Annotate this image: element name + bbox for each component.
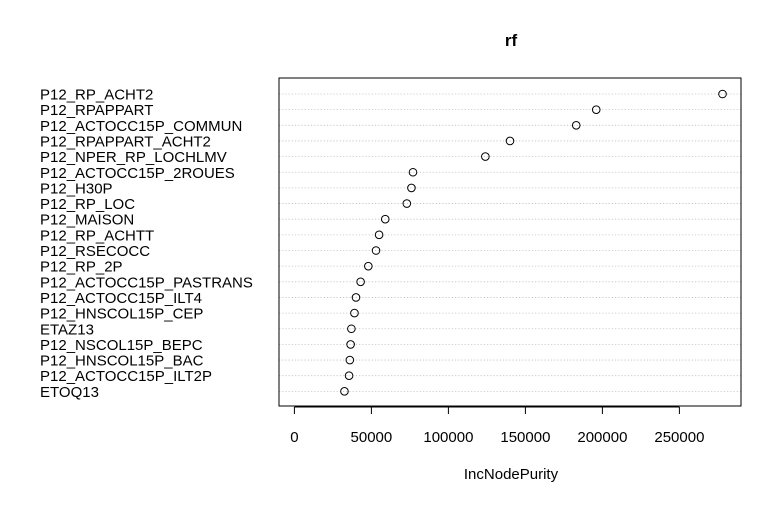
y-tick-label: P12_ACTOCC15P_PASTRANS <box>40 274 253 291</box>
data-point <box>340 387 349 396</box>
y-axis-labels: P12_RP_ACHT2P12_RPAPPARTP12_ACTOCC15P_CO… <box>40 87 253 401</box>
y-tick-label: P12_RP_LOC <box>40 196 135 213</box>
data-point <box>346 340 355 349</box>
data-point <box>505 136 515 146</box>
gridlines <box>279 93 741 392</box>
data-point <box>380 214 390 224</box>
data-point <box>347 324 356 334</box>
data-point <box>350 308 359 318</box>
y-tick-label: P12_NSCOL15P_BEPC <box>40 337 203 354</box>
y-tick-label: ETOQ13 <box>40 384 99 401</box>
data-point <box>374 230 384 240</box>
x-tick-label: 150000 <box>500 429 550 446</box>
x-axis-label: IncNodePurity <box>464 466 559 483</box>
data-point <box>407 183 416 193</box>
y-tick-label: P12_HNSCOL15P_CEP <box>40 306 203 323</box>
data-point <box>718 89 727 99</box>
x-tick-label: 250000 <box>654 429 704 446</box>
data-point <box>344 371 354 381</box>
y-tick-label: P12_RP_ACHTT <box>40 227 154 244</box>
data-point <box>364 261 373 271</box>
data-point <box>351 293 361 302</box>
data-point <box>591 105 601 114</box>
y-tick-label: P12_NPER_RP_LOCHLMV <box>40 149 227 166</box>
chart-title: rf <box>505 31 518 50</box>
x-tick-label: 100000 <box>423 429 473 446</box>
y-tick-label: P12_ACTOCC15P_ILT4 <box>40 290 202 307</box>
y-tick-label: P12_MAISON <box>40 212 134 229</box>
y-tick-label: P12_RP_ACHT2 <box>40 87 153 104</box>
plot-frame <box>278 77 742 407</box>
y-tick-label: P12_ACTOCC15P_ILT2P <box>40 368 212 385</box>
x-tick-label: 50000 <box>351 429 393 446</box>
y-tick-label: ETAZ13 <box>40 321 94 338</box>
y-tick-label: P12_ACTOCC15P_COMMUN <box>40 118 242 135</box>
data-points <box>340 89 727 396</box>
x-tick-label: 200000 <box>577 429 627 446</box>
data-point <box>481 152 490 161</box>
data-point <box>408 167 418 177</box>
x-tick-label: 0 <box>290 429 298 446</box>
data-point <box>345 355 355 365</box>
data-point <box>371 246 381 255</box>
data-point <box>571 121 581 130</box>
y-tick-label: P12_HNSCOL15P_BAC <box>40 353 204 370</box>
y-tick-label: P12_RSECOCC <box>40 243 150 260</box>
x-axis: 0 50000 100000 150000 200000 250000 <box>290 406 704 446</box>
y-tick-label: P12_H30P <box>40 180 113 197</box>
y-tick-label: P12_ACTOCC15P_2ROUES <box>40 165 235 182</box>
data-point <box>356 277 365 287</box>
data-point <box>402 199 412 208</box>
y-tick-label: P12_RPAPPART_ACHT2 <box>40 133 211 150</box>
y-tick-label: P12_RPAPPART <box>40 102 153 119</box>
y-tick-label: P12_RP_2P <box>40 259 123 276</box>
